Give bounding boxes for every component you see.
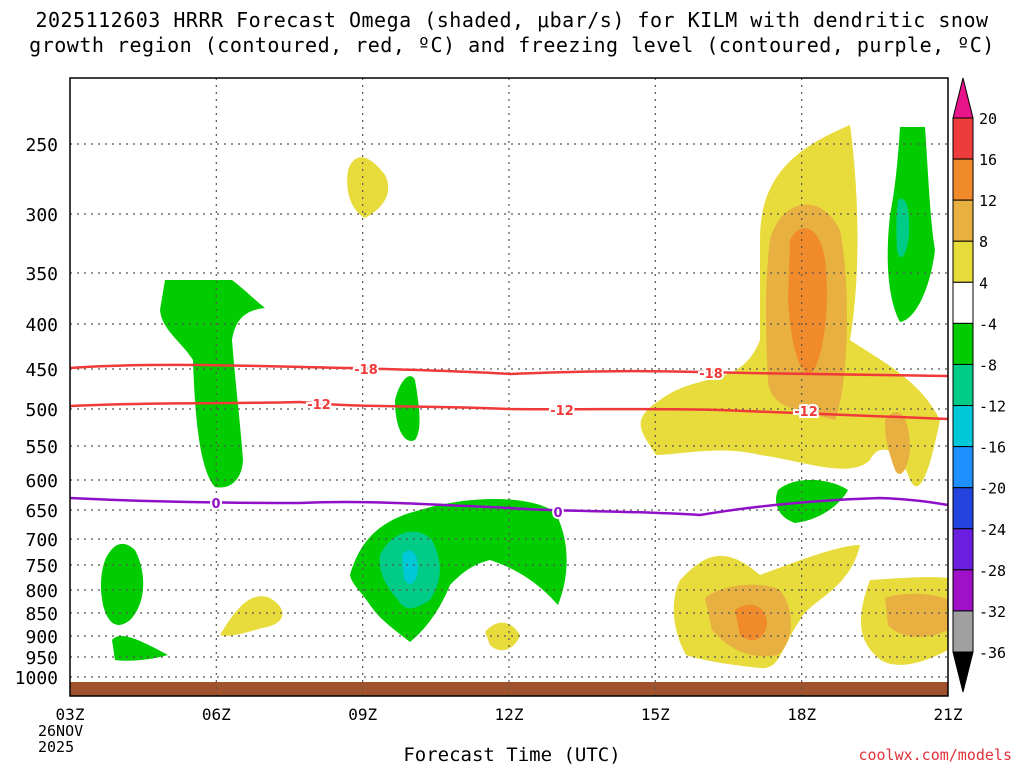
- y-tick-label: 650: [25, 501, 58, 522]
- omega-region-green-06z: [160, 280, 265, 488]
- y-tick-label: 350: [25, 264, 58, 285]
- colorbar-label: -24: [979, 521, 1006, 539]
- omega-region-teal-20z-upper: [896, 198, 910, 258]
- contour-label-dgz: -18: [699, 367, 723, 382]
- contour-layer: -18 -18 -12 -12 -12 0 0: [69, 361, 949, 523]
- y-tick-label: 950: [25, 648, 58, 669]
- x-tick-label: 21Z: [934, 705, 963, 724]
- y-tick-label: 1000: [15, 668, 58, 689]
- colorbar-label: 4: [979, 274, 988, 292]
- colorbar-band: [952, 446, 974, 489]
- contour-label-freezing: 0: [553, 506, 562, 521]
- colorbar-label: -8: [979, 356, 997, 374]
- colorbar-label: -28: [979, 562, 1006, 580]
- x-tick-label: 12Z: [495, 705, 524, 724]
- colorbar-label: -32: [979, 603, 1006, 621]
- contour-label-dgz: -12: [550, 404, 574, 419]
- colorbar-band: [952, 528, 974, 571]
- colorbar-band: [952, 240, 974, 283]
- y-tick-label: 900: [25, 627, 58, 648]
- colorbar-label: -12: [979, 398, 1006, 416]
- contour-freezing-level: [69, 496, 949, 517]
- colorbar-band: [952, 117, 974, 160]
- omega-region-yellow-07z-low: [220, 596, 283, 636]
- x-tick-label: 18Z: [787, 705, 816, 724]
- colorbar-label: -4: [979, 315, 997, 333]
- omega-region-yellow-20z-mid: [885, 411, 910, 474]
- y-tick-label: 800: [25, 581, 58, 602]
- colorbar-band: [952, 610, 974, 653]
- chart-title-line2: growth region (contoured, red, ºC) and f…: [29, 33, 995, 57]
- omega-region-yellow-12z-low: [485, 622, 520, 651]
- omega-region-green-04z: [100, 543, 144, 625]
- colorbar-band: [952, 569, 974, 612]
- y-tick-label: 500: [25, 400, 58, 421]
- colorbar-band: [952, 281, 974, 324]
- x-start-date-year: 2025: [38, 738, 75, 756]
- y-tick-label: 750: [25, 556, 58, 577]
- contour-label-dgz: -18: [354, 363, 378, 378]
- y-tick-label: 550: [25, 437, 58, 458]
- colorbar-band: [952, 199, 974, 242]
- contour-dgz-minus12: [69, 400, 949, 421]
- omega-region-yellow-09z-upper: [347, 157, 389, 218]
- grid-layer: [70, 78, 948, 696]
- x-start-date-day: 26NOV: [38, 722, 84, 740]
- plot-border: [69, 77, 949, 697]
- colorbar-label: 16: [979, 151, 997, 169]
- colorbar-band: [952, 322, 974, 365]
- colorbar-label: -36: [979, 644, 1006, 662]
- colorbar-label: -16: [979, 439, 1006, 457]
- colorbar-label: 12: [979, 192, 997, 210]
- x-tick-label: 03Z: [56, 705, 85, 724]
- contour-label-freezing: 0: [211, 497, 220, 512]
- x-tick-label: 09Z: [348, 705, 377, 724]
- colorbar-top-arrow: [952, 77, 974, 119]
- contour-label-dgz: -12: [307, 398, 331, 413]
- y-tick-label: 700: [25, 530, 58, 551]
- omega-region-cyan-10z: [402, 550, 418, 584]
- contour-dgz-minus18: [69, 363, 949, 378]
- y-tick-label: 400: [25, 315, 58, 336]
- omega-region-green-20z-upper: [887, 127, 935, 322]
- y-tick-label: 250: [25, 135, 58, 156]
- colorbar-band: [952, 158, 974, 201]
- omega-region-darkorange-17z-low: [735, 604, 767, 641]
- colorbar-band: [952, 405, 974, 448]
- contour-label-dgz: -12: [794, 405, 818, 420]
- x-tick-label: 06Z: [202, 705, 231, 724]
- axis-layer: 2503003504004505005506006507007508008509…: [15, 77, 963, 724]
- y-tick-label: 450: [25, 360, 58, 381]
- x-axis-label: Forecast Time (UTC): [403, 744, 621, 766]
- y-tick-label: 600: [25, 471, 58, 492]
- chart-title-line1: 2025112603 HRRR Forecast Omega (shaded, …: [35, 8, 989, 32]
- colorbar-band: [952, 363, 974, 407]
- omega-region-green-04z-low: [112, 635, 168, 661]
- colorbar-label: 20: [979, 110, 997, 128]
- credit-link[interactable]: coolwx.com/models: [858, 746, 1012, 764]
- colorbar-bottom-arrow: [952, 651, 974, 693]
- colorbar-label: -20: [979, 480, 1006, 498]
- y-tick-label: 850: [25, 604, 58, 625]
- y-tick-label: 300: [25, 205, 58, 226]
- colorbar-label: 8: [979, 233, 988, 251]
- x-tick-label: 15Z: [641, 705, 670, 724]
- omega-region-darkorange-18z: [788, 228, 827, 375]
- colorbar: 20 16 12 8 4 -4 -8 -12 -16 -20 -24 -28 -32 -36: [952, 77, 1006, 693]
- colorbar-band: [952, 487, 974, 530]
- plot-area: [70, 125, 948, 696]
- omega-region-orange-20z-low: [885, 593, 948, 637]
